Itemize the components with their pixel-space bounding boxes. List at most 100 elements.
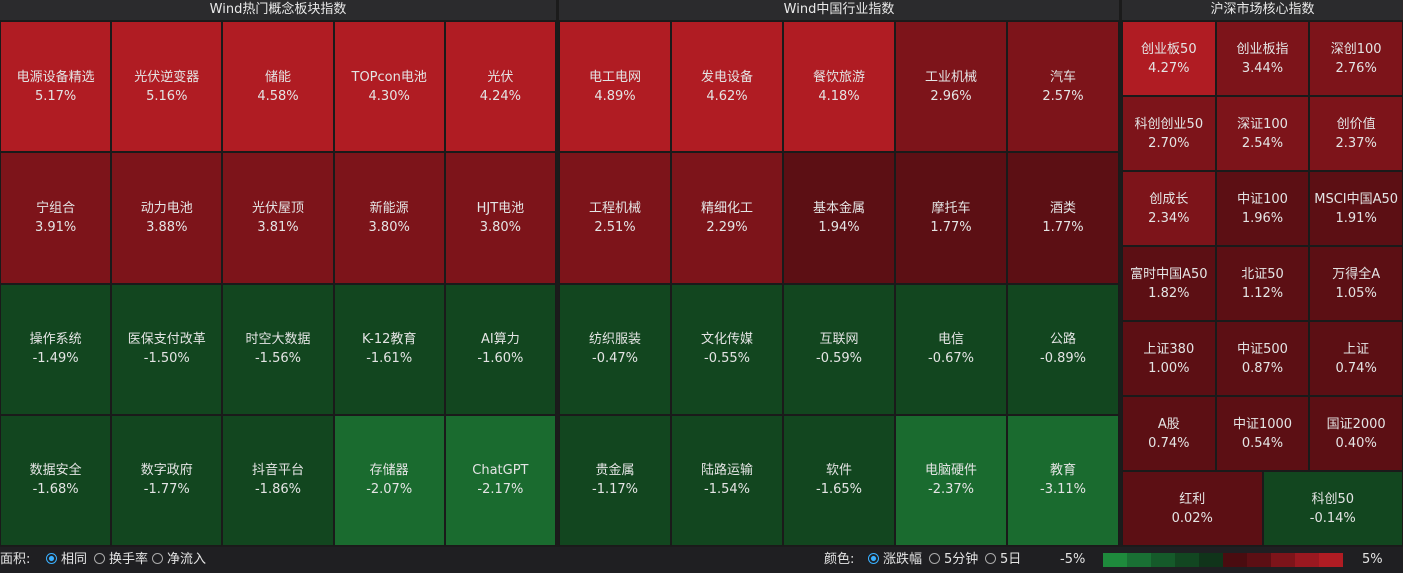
tile[interactable]: 光伏屋顶 3.81% [222,152,334,284]
tile[interactable]: 公路 -0.89% [1007,283,1119,415]
tile-change: 2.57% [1042,88,1084,104]
tile-name: 时空大数据 [245,332,311,348]
tile[interactable]: 工业机械 2.96% [895,21,1007,153]
tile-name: 摩托车 [931,200,971,216]
tile[interactable]: 医保支付改革 -1.50% [111,283,223,415]
tile-change: 1.05% [1335,285,1377,301]
tile-change: -1.17% [592,482,638,498]
tile[interactable]: HJT电池 3.80% [444,152,556,284]
tile[interactable]: 国证2000 0.40% [1309,396,1403,471]
tile-name: 汽车 [1049,69,1076,85]
tile[interactable]: 基本金属 1.94% [783,152,895,284]
tile[interactable]: 创业板指 3.44% [1215,21,1310,96]
tile[interactable]: 酒类 1.77% [1007,152,1119,284]
tile[interactable]: 发电设备 4.62% [671,21,783,153]
tile-name: 电源设备精选 [16,69,95,85]
tile-change: 3.80% [368,219,410,235]
tile[interactable]: 创成长 2.34% [1122,171,1216,246]
tile[interactable]: 操作系统 -1.49% [0,283,112,415]
legend-swatch [1199,553,1223,567]
tile[interactable]: TOPcon电池 4.30% [333,21,445,153]
tile[interactable]: 抖音平台 -1.86% [222,414,334,546]
tile[interactable]: 数字政府 -1.77% [111,414,223,546]
color-option[interactable]: 5日 [983,547,1021,573]
tile-change: 2.37% [1335,135,1377,151]
tile[interactable]: 电源设备精选 5.17% [0,21,112,153]
tile-name: 数字政府 [140,463,193,479]
tile[interactable]: 科创50 -0.14% [1262,471,1403,546]
tile[interactable]: 文化传媒 -0.55% [671,283,783,415]
tile[interactable]: 中证500 0.87% [1215,321,1310,396]
tile[interactable]: 万得全A 1.05% [1309,246,1403,321]
tile[interactable]: MSCI中国A50 1.91% [1309,171,1403,246]
tile-name: 工业机械 [924,69,977,85]
tile[interactable]: 存储器 -2.07% [333,414,445,546]
tile-name: 餐饮旅游 [812,69,865,85]
tile[interactable]: 互联网 -0.59% [783,283,895,415]
legend-swatch [1175,553,1199,567]
tile[interactable]: 富时中国A50 1.82% [1122,246,1216,321]
tile[interactable]: 上证 0.74% [1309,321,1403,396]
tile-change: 1.77% [930,219,972,235]
tile[interactable]: 深创100 2.76% [1309,21,1403,96]
tile[interactable]: 数据安全 -1.68% [0,414,112,546]
tile-change: 0.40% [1335,435,1377,451]
tile[interactable]: 汽车 2.57% [1007,21,1119,153]
tile[interactable]: AI算力 -1.60% [444,283,556,415]
panel: 沪深市场核心指数 创业板50 4.27% 创业板指 3.44% 深创100 2.76% 科创创… [1122,0,1403,546]
tile-name: 陆路运输 [700,463,753,479]
tile[interactable]: A股 0.74% [1122,396,1216,471]
tile[interactable]: 餐饮旅游 4.18% [783,21,895,153]
tile[interactable]: 红利 0.02% [1122,471,1263,546]
tile[interactable]: 创价值 2.37% [1309,96,1403,171]
tile[interactable]: 软件 -1.65% [783,414,895,546]
tile-name: 教育 [1049,463,1076,479]
tile-name: 创价值 [1336,116,1376,132]
tile-change: 0.54% [1241,435,1284,451]
tile[interactable]: 教育 -3.11% [1007,414,1119,546]
tile-name: TOPcon电池 [351,69,427,85]
tile[interactable]: 中证1000 0.54% [1215,396,1310,471]
tile[interactable]: 贵金属 -1.17% [559,414,671,546]
area-option[interactable]: 净流入 [150,547,206,573]
tile[interactable]: 动力电池 3.88% [111,152,223,284]
tile[interactable]: 时空大数据 -1.56% [222,283,334,415]
tile[interactable]: 科创创业50 2.70% [1122,96,1216,171]
area-option[interactable]: 相同 [44,547,87,573]
tile[interactable]: 电工电网 4.89% [559,21,671,153]
tile-change: -1.77% [143,482,190,498]
color-option[interactable]: 5分钟 [927,547,978,573]
tile[interactable]: K-12教育 -1.61% [333,283,445,415]
tile[interactable]: 宁组合 3.91% [0,152,112,284]
area-option[interactable]: 换手率 [92,547,148,573]
tile[interactable]: 陆路运输 -1.54% [671,414,783,546]
tile[interactable]: 中证100 1.96% [1215,171,1310,246]
color-option[interactable]: 涨跌幅 [866,547,922,573]
tile[interactable]: 电信 -0.67% [895,283,1007,415]
tile-change: 1.91% [1335,210,1377,226]
tile[interactable]: 北证50 1.12% [1215,246,1310,321]
tile-name: ChatGPT [472,463,529,479]
tile[interactable]: 工程机械 2.51% [559,152,671,284]
tile-change: 4.62% [706,88,748,104]
tile-name: 光伏逆变器 [134,69,200,85]
tile[interactable]: 创业板50 4.27% [1122,21,1216,96]
tile-name: 中证1000 [1232,416,1293,432]
tile[interactable]: 光伏 4.24% [444,21,556,153]
option-text: 相同 [61,552,88,567]
tile[interactable]: 精细化工 2.29% [671,152,783,284]
tile[interactable]: 深证100 2.54% [1215,96,1310,171]
tile[interactable]: 纺织服装 -0.47% [559,283,671,415]
tile-name: 互联网 [819,332,859,348]
tile[interactable]: 摩托车 1.77% [895,152,1007,284]
tile-name: 酒类 [1049,200,1076,216]
tile-change: 4.30% [368,88,410,104]
tile[interactable]: 电脑硬件 -2.37% [895,414,1007,546]
tile[interactable]: 上证380 1.00% [1122,321,1216,396]
tile-name: 科创50 [1311,491,1355,507]
tile[interactable]: 储能 4.58% [222,21,334,153]
legend-swatch [1151,553,1175,567]
tile[interactable]: ChatGPT -2.17% [444,414,556,546]
tile[interactable]: 新能源 3.80% [333,152,445,284]
tile[interactable]: 光伏逆变器 5.16% [111,21,223,153]
